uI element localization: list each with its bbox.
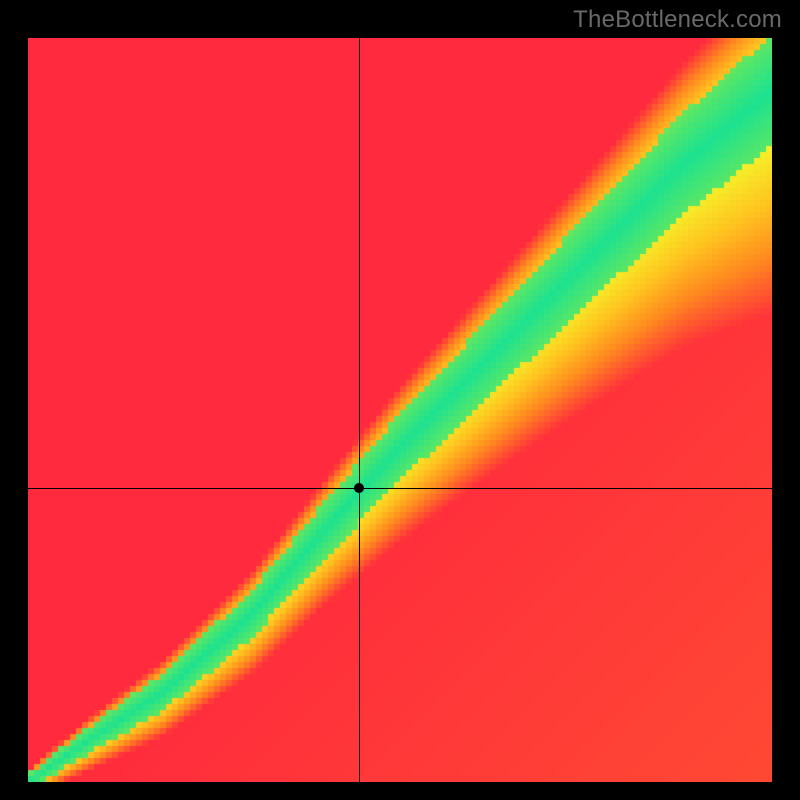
chart-container: TheBottleneck.com [0,0,800,800]
heatmap-canvas [28,38,772,782]
crosshair-marker [354,483,364,493]
watermark-text: TheBottleneck.com [573,6,782,34]
crosshair-vertical [359,38,360,782]
plot-area [28,38,772,782]
crosshair-horizontal [28,488,772,489]
